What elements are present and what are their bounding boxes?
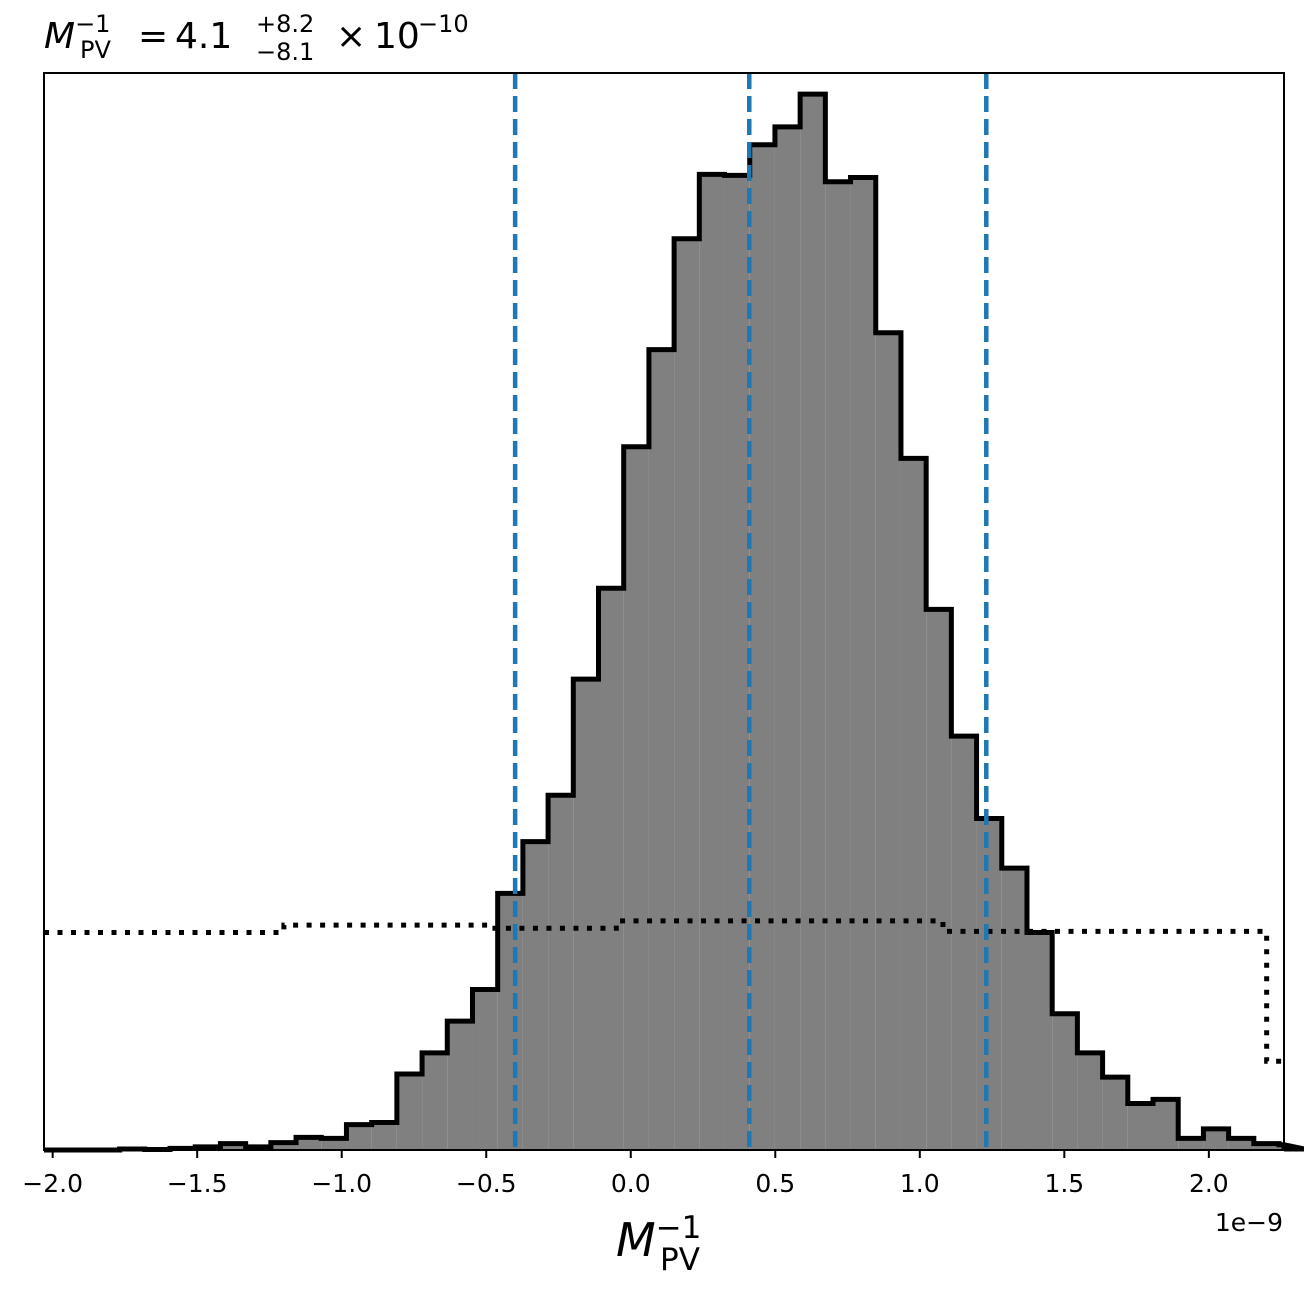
x-tick-label: −1.0 [311, 1169, 372, 1198]
x-tick-label: 1.0 [900, 1169, 940, 1198]
histogram-bar [548, 795, 574, 1150]
title-upper: +8.2 [256, 10, 314, 38]
histogram-bar [1228, 1138, 1254, 1150]
histogram-bar [800, 94, 826, 1150]
x-tick-label: 2.0 [1189, 1169, 1229, 1198]
histogram-bar [674, 238, 700, 1150]
histogram-bar [422, 1052, 448, 1150]
histogram-bar [497, 893, 523, 1150]
x-tick-label: −2.0 [22, 1169, 83, 1198]
title-value: 4.1 [175, 16, 232, 57]
histogram-bar [875, 332, 901, 1150]
title-base: 10 [374, 16, 420, 57]
histogram-bar [1102, 1077, 1128, 1150]
histogram-bar [1127, 1103, 1154, 1150]
histogram-bar [623, 446, 649, 1150]
histogram-bar [1026, 932, 1053, 1150]
x-tick-label: 0.5 [755, 1169, 795, 1198]
x-offset-label: 1e−9 [1215, 1208, 1283, 1237]
title-subscript: PV [80, 36, 111, 64]
x-tick-label: 1.5 [1044, 1169, 1084, 1198]
histogram-outline [44, 91, 1304, 1153]
histogram-bar [598, 588, 624, 1150]
x-axis-label: M−1 PV [616, 1210, 701, 1278]
prior-distribution-line [44, 918, 1284, 1064]
histogram-bar [1052, 1013, 1078, 1150]
title-symbol: M [44, 16, 75, 57]
histogram-bar [1203, 1128, 1229, 1150]
histogram-bar [825, 181, 851, 1151]
xlabel-symbol: M [616, 1213, 656, 1267]
histogram-bar [346, 1124, 372, 1150]
chart-title: M−1 PV = 4.1 +8.2 −8.1 × 10−10 [44, 10, 469, 66]
xlabel-superscript: −1 [656, 1210, 702, 1246]
histogram-bar [270, 1142, 297, 1150]
x-tick-label: −0.5 [456, 1169, 517, 1198]
histogram-bar [573, 679, 599, 1150]
histogram-bar [1253, 1143, 1280, 1150]
histogram-bar [447, 1021, 473, 1150]
histogram-bar [699, 174, 725, 1151]
histogram-bar [900, 458, 927, 1150]
xlabel-subscript: PV [660, 1242, 700, 1278]
title-exponent: −10 [418, 10, 469, 38]
axes-frame [43, 72, 1285, 1151]
histogram-bar [321, 1138, 347, 1150]
title-superscript: −1 [75, 10, 110, 38]
histogram-bar [220, 1143, 246, 1150]
histogram-bar [371, 1122, 397, 1150]
histogram-bar [976, 818, 1002, 1150]
histogram-bar [1077, 1052, 1103, 1150]
histogram-bar [648, 349, 675, 1150]
x-tick-label: 0.0 [611, 1169, 651, 1198]
histogram-bar [1178, 1138, 1204, 1150]
histogram-bar [296, 1137, 322, 1150]
histogram-bar [522, 841, 549, 1150]
histogram-bar [396, 1073, 423, 1150]
histogram-bar [926, 609, 952, 1150]
title-lower: −8.1 [256, 38, 314, 66]
histogram-bar [951, 736, 977, 1150]
title-times: × [336, 16, 366, 57]
histogram-bar [724, 175, 750, 1150]
histogram-bar [749, 144, 775, 1151]
histogram-bar [1001, 868, 1027, 1150]
histogram-bar [850, 177, 876, 1150]
histogram-bar [472, 989, 498, 1150]
histogram-bar [1153, 1099, 1179, 1150]
title-equals: = [138, 16, 168, 57]
plot-area: −2.0 −1.5 −1.0 −0.5 0.0 0.5 1.0 1.5 2.0 [22, 72, 1304, 1198]
x-tick-label: −1.5 [167, 1169, 228, 1198]
histogram-bar [774, 126, 801, 1151]
